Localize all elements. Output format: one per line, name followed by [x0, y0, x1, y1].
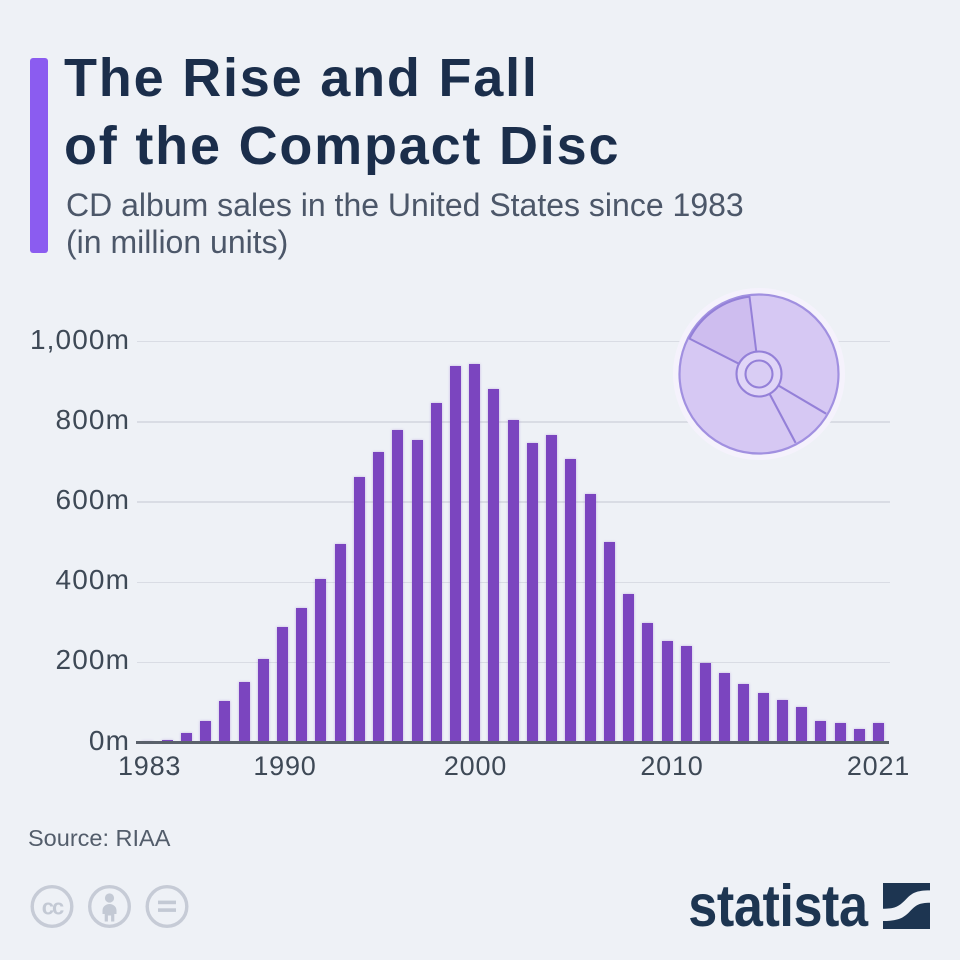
svg-text:cc: cc: [42, 895, 64, 920]
